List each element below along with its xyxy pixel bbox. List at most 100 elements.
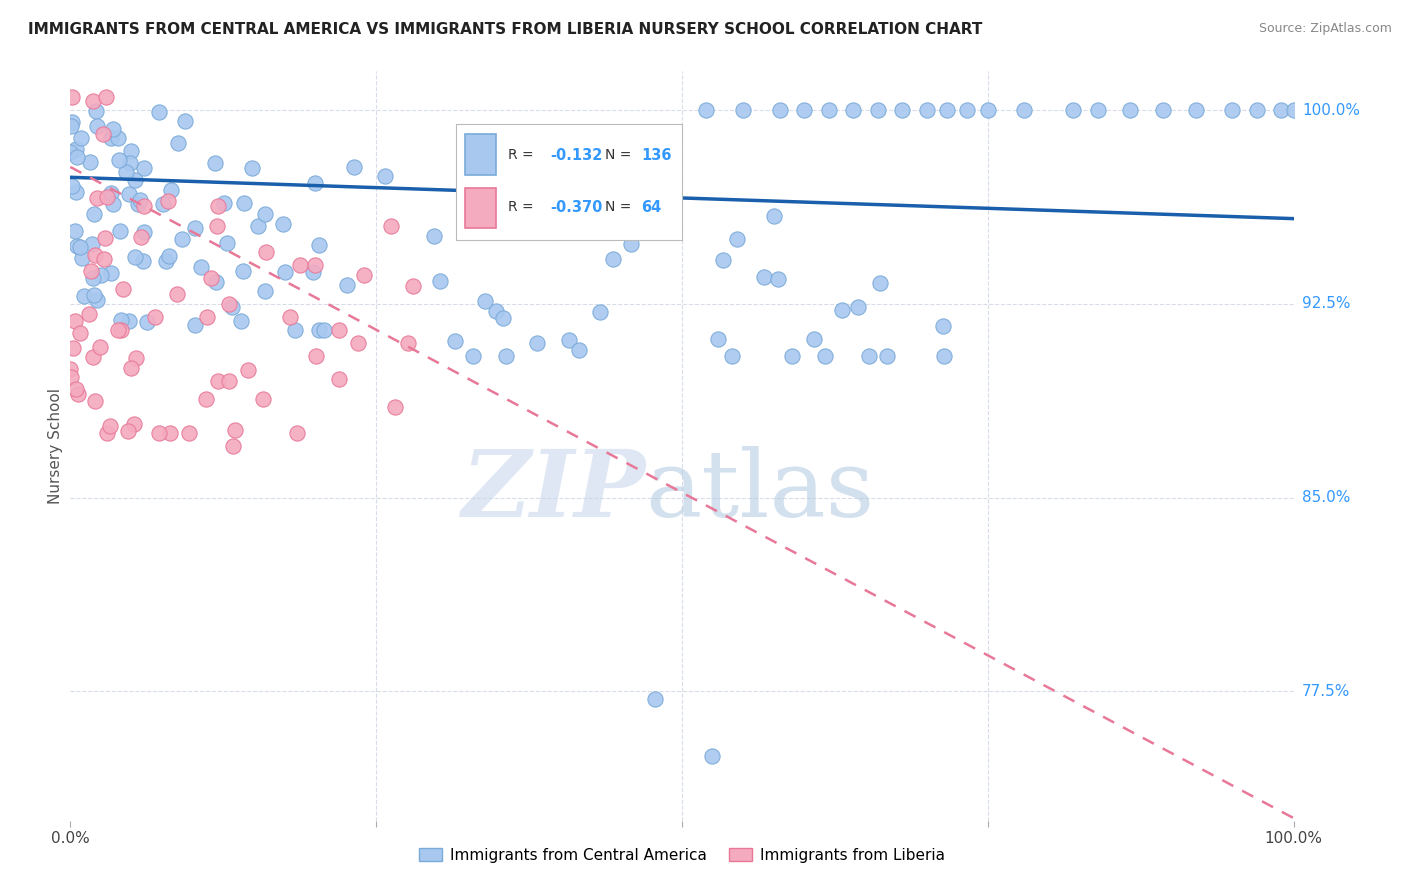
Point (1014, 103, 1036, 117)
Point (115, 165, 138, 179)
Point (65, 142, 87, 156)
Point (195, 310, 218, 324)
Point (423, 228, 446, 243)
Point (129, 194, 152, 208)
Point (374, 169, 396, 183)
Point (59, 145, 82, 160)
Point (1087, 103, 1109, 117)
Point (620, 236, 643, 251)
Point (271, 217, 294, 231)
Point (90, 268, 112, 282)
Point (336, 278, 359, 293)
Point (301, 265, 323, 279)
Point (101, 121, 124, 136)
Point (1282, 103, 1305, 117)
Point (1270, 103, 1292, 117)
Point (866, 103, 889, 117)
Point (100, 266, 122, 280)
Point (132, 253, 155, 268)
Text: 100.0%: 100.0% (1302, 103, 1360, 118)
Point (347, 335, 370, 350)
Point (184, 318, 207, 332)
Point (134, 199, 156, 213)
Text: 85.0%: 85.0% (1302, 491, 1350, 505)
Point (308, 323, 330, 337)
Point (308, 238, 330, 252)
Point (93, 252, 115, 266)
Point (110, 313, 132, 327)
Point (96, 90, 118, 104)
Point (155, 254, 177, 268)
Point (166, 287, 188, 301)
Point (63, 224, 86, 238)
Point (60, 120, 83, 134)
Point (218, 375, 240, 389)
Point (936, 103, 959, 117)
Point (65, 382, 87, 396)
Point (103, 196, 125, 211)
Point (814, 349, 837, 363)
Point (84, 248, 107, 262)
Point (80, 263, 103, 277)
Point (177, 426, 200, 441)
Point (96, 426, 118, 441)
Point (1062, 103, 1084, 117)
Point (108, 153, 131, 167)
Point (73, 289, 96, 303)
Point (232, 196, 254, 211)
Point (589, 305, 612, 319)
Text: atlas: atlas (645, 446, 875, 536)
Point (143, 310, 166, 324)
Point (89, 340, 111, 354)
Point (290, 258, 312, 272)
Point (444, 334, 467, 349)
Point (274, 264, 297, 278)
Point (82, 94, 104, 108)
Point (474, 293, 496, 308)
Point (60, 369, 83, 384)
Point (915, 103, 938, 117)
Point (328, 371, 350, 385)
Point (846, 300, 869, 314)
Point (842, 103, 865, 117)
Point (568, 343, 591, 358)
Point (222, 439, 245, 453)
Point (69, 131, 91, 145)
Point (190, 260, 212, 275)
Point (232, 264, 254, 278)
Point (713, 253, 735, 268)
Point (1184, 103, 1206, 117)
Point (200, 271, 222, 285)
Point (328, 323, 350, 337)
Point (107, 323, 129, 337)
Point (159, 426, 181, 441)
Point (218, 297, 240, 311)
Point (280, 310, 302, 324)
Point (254, 245, 277, 260)
Point (134, 225, 156, 239)
Point (485, 304, 508, 318)
Point (124, 173, 146, 187)
Point (721, 349, 744, 363)
Point (461, 181, 484, 195)
Point (84, 393, 107, 408)
Point (1152, 103, 1174, 117)
Point (240, 161, 263, 175)
Point (148, 105, 170, 120)
Point (108, 223, 131, 237)
Point (463, 349, 485, 363)
Point (205, 275, 228, 289)
Point (304, 176, 326, 190)
Point (184, 220, 207, 235)
Point (725, 232, 748, 246)
Point (285, 426, 308, 441)
Point (224, 424, 246, 438)
Legend: Immigrants from Central America, Immigrants from Liberia: Immigrants from Central America, Immigra… (413, 842, 950, 869)
Point (492, 310, 515, 325)
Point (129, 229, 152, 244)
Text: IMMIGRANTS FROM CENTRAL AMERICA VS IMMIGRANTS FROM LIBERIA NURSERY SCHOOL CORREL: IMMIGRANTS FROM CENTRAL AMERICA VS IMMIG… (28, 22, 983, 37)
Point (205, 219, 228, 234)
Point (120, 361, 142, 376)
Point (247, 219, 270, 233)
Point (793, 103, 815, 117)
